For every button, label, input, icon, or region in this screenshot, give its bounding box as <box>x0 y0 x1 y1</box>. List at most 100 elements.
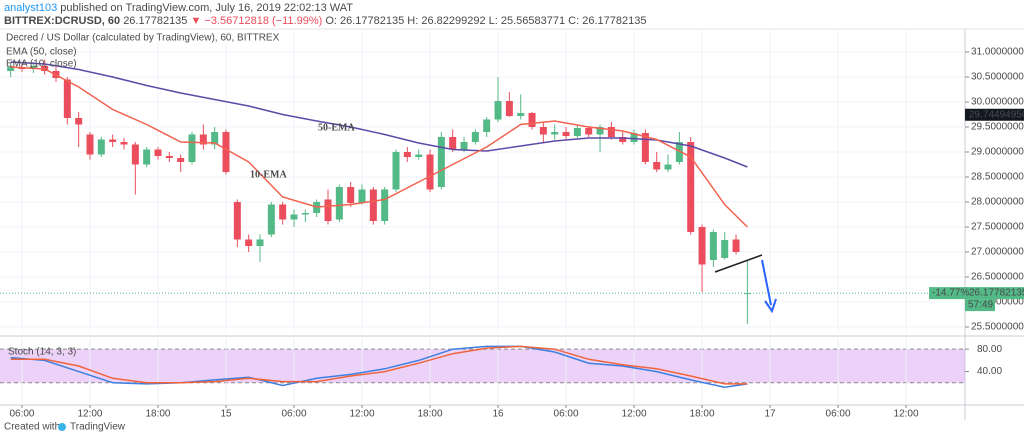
change-label: -14.77% <box>932 288 969 299</box>
candle-body <box>698 227 706 265</box>
candle-body <box>641 133 649 162</box>
candle-body <box>381 189 389 221</box>
candle-body <box>75 118 83 125</box>
y-tick-label: 25.50000000 <box>971 322 1024 333</box>
x-tick-label: 16 <box>492 409 504 420</box>
candle-body <box>256 239 264 246</box>
x-tick-label: 06:00 <box>9 409 34 420</box>
candle-body <box>188 134 196 162</box>
annotation: 50-EMA <box>318 122 355 133</box>
change-box <box>929 287 965 300</box>
candle-body <box>63 79 71 118</box>
candle-body <box>607 127 615 137</box>
candle-body <box>415 154 423 157</box>
x-tick-label: 06:00 <box>281 409 306 420</box>
candle-body <box>562 132 570 136</box>
candle-body <box>709 232 717 260</box>
candle-body <box>290 214 298 220</box>
candle-body <box>29 66 37 69</box>
candle-body <box>460 142 468 150</box>
x-tick-label: 18:00 <box>145 409 170 420</box>
stoch-title: Stoch (14, 3, 3) <box>8 347 76 358</box>
author: analyst103 <box>4 2 57 14</box>
candle-body <box>369 189 377 221</box>
countdown: 57:49 <box>968 300 993 311</box>
candle-body <box>721 240 729 258</box>
symbol: BITTREX:DCRUSD, 60 <box>4 15 120 27</box>
legend-ema10: EMA (10, close) <box>6 59 77 70</box>
candle-body <box>267 204 275 235</box>
plot-layer: 31.00000000 30.50000000 30.00000000 29.5000… <box>0 30 1024 420</box>
candle-body <box>619 137 627 142</box>
candle-body <box>301 213 309 215</box>
candle-body <box>143 149 151 165</box>
legend-title: Decred / US Dollar (calculated by Tradin… <box>6 33 280 44</box>
candle-body <box>630 133 638 142</box>
candle-body <box>222 132 230 172</box>
candle-body <box>573 128 581 136</box>
x-tick-label: 12:00 <box>350 409 375 420</box>
line-series <box>10 345 748 388</box>
line-series <box>10 66 748 228</box>
y-tick-label: 27.00000000 <box>971 247 1024 258</box>
y-tick-label: 29.00000000 <box>971 147 1024 158</box>
ohlc: O: 26.17782135 H: 26.82299292 L: 25.5658… <box>325 15 646 27</box>
candle-body <box>335 187 343 220</box>
trendline <box>714 254 763 273</box>
candle-body <box>279 204 287 220</box>
footer-created: Created with <box>4 422 60 433</box>
candle-body <box>449 137 457 150</box>
header-line: analyst103 published on TradingView.com,… <box>4 2 353 14</box>
stoch-band <box>0 349 965 383</box>
candle-body <box>687 142 695 232</box>
candle-body <box>131 144 139 165</box>
candle-body <box>517 113 525 116</box>
candle-body <box>403 152 411 157</box>
candle-body <box>324 199 332 221</box>
candle-body <box>505 101 513 116</box>
y-tick-label: 30.00000000 <box>971 97 1024 108</box>
candle-body <box>120 142 128 145</box>
price-label-box <box>965 287 1024 300</box>
x-tick-label: 17 <box>764 409 776 420</box>
x-tick-label: 12:00 <box>77 409 102 420</box>
line-series <box>10 61 748 168</box>
candle-body <box>7 67 15 71</box>
candle-body <box>585 128 593 135</box>
x-tick-label: 18:00 <box>418 409 443 420</box>
candle-body <box>471 132 479 142</box>
arrow-head <box>764 298 777 314</box>
x-tick-label: 06:00 <box>554 409 579 420</box>
candle-body <box>494 101 502 120</box>
y-tick-label: 28.00000000 <box>971 197 1024 208</box>
logo <box>58 423 66 431</box>
arrow <box>761 259 772 306</box>
candle-body <box>653 162 661 170</box>
countdown-box <box>965 299 995 312</box>
price-label-box <box>965 108 1024 121</box>
y-tick-label: 30.50000000 <box>971 72 1024 83</box>
x-tick-label: 12:00 <box>894 409 919 420</box>
candle-body <box>154 149 162 156</box>
candle-body <box>528 113 536 127</box>
candle-body <box>483 119 491 132</box>
line-series <box>10 345 748 385</box>
candle-body <box>177 158 185 162</box>
candle-body <box>426 154 434 190</box>
x-tick-label: 06:00 <box>826 409 851 420</box>
y-tick-label: 31.00000000 <box>971 47 1024 58</box>
candle-body <box>199 134 207 145</box>
y-tick-label: 40.00 <box>977 366 1002 377</box>
y-tick-label: 29.50000000 <box>971 122 1024 133</box>
candle-body <box>664 164 672 170</box>
candle-body <box>97 139 105 155</box>
price-label: 29.74494950 <box>969 109 1024 120</box>
y-tick-label: 80.00 <box>977 344 1002 355</box>
legend-ema50: EMA (50, close) <box>6 47 77 58</box>
candle-body <box>437 137 445 187</box>
y-tick-label: 26.00000000 <box>971 297 1024 308</box>
candle-body <box>347 187 355 203</box>
change: ▼ −3.56712818 (−11.99%) <box>190 15 322 27</box>
candle-body <box>596 127 604 135</box>
